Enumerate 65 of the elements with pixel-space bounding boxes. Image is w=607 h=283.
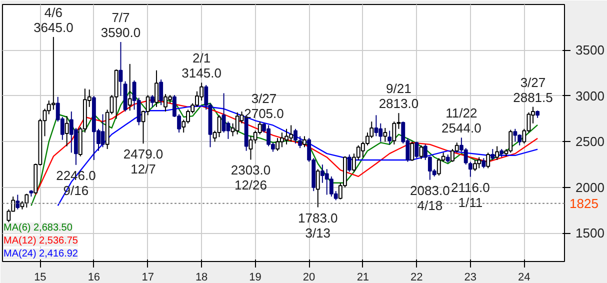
candlestick (410, 141, 414, 162)
candlestick (383, 127, 388, 142)
candlestick (24, 193, 29, 208)
y-tick-label: 1500 (576, 226, 604, 241)
candlestick (473, 159, 477, 172)
candlestick (298, 136, 302, 149)
text: MA(6) 2,683.50 (4, 222, 73, 234)
annotation: 2116.0 1/11 (451, 180, 490, 210)
annotation: 2479.0 12/7 (123, 146, 164, 177)
x-tick-label: 19 (249, 272, 262, 283)
text: MA(24) 2,416.92 (4, 248, 78, 260)
candlestick (414, 141, 419, 159)
y-tick-label: 3500 (576, 42, 604, 58)
candlestick (302, 136, 306, 148)
annotation: 9/21 2813.0 (378, 81, 419, 112)
annotation: 4/6 3645.0 (34, 4, 74, 35)
candlestick (235, 112, 240, 135)
candlestick (276, 138, 280, 152)
x-tick-label: 22 (410, 272, 423, 283)
candlestick (16, 194, 20, 210)
y-tick-label: 2500 (576, 134, 604, 150)
candlestick (374, 114, 378, 137)
x-tick-label: 20 (302, 272, 316, 283)
candlestick (486, 152, 490, 169)
candlestick (150, 94, 154, 108)
annotation: 2/1 3145.0 (182, 50, 222, 81)
annotation: 2083.0 4/18 (410, 182, 450, 213)
x-tick-label: 21 (356, 272, 370, 283)
candlestick (316, 168, 320, 208)
candlestick (464, 148, 468, 166)
candlestick (118, 42, 123, 96)
y-tick-label: 2000 (576, 180, 604, 195)
ref-line-label: 1825 (570, 196, 598, 211)
candlestick (347, 154, 352, 172)
candlestick (513, 128, 518, 142)
annotation: 3/27 2881.5 (513, 74, 553, 105)
annotation: 11/22 2544.0 (442, 106, 482, 136)
candlestick (154, 70, 158, 108)
candlestick (64, 116, 69, 147)
x-tick-label: 23 (464, 272, 477, 283)
x-tick-label: 24 (518, 272, 530, 283)
annotation: 7/7 3590.0 (100, 10, 141, 40)
x-tick-label: 17 (142, 272, 154, 283)
text: MA(12) 2,536.75 (4, 236, 78, 246)
x-tick-label: 16 (88, 272, 100, 283)
candlestick (100, 114, 105, 148)
y-tick-label: 3000 (576, 88, 604, 104)
annotation: 1783.0 3/13 (298, 210, 338, 240)
annotation: 3/27 2705.0 (244, 90, 284, 121)
candlestick (477, 156, 482, 169)
annotation: 2303.0 12/26 (230, 162, 271, 193)
candlestick (490, 148, 495, 160)
candlestick (495, 146, 500, 160)
candlestick (51, 36, 56, 110)
candlestick (217, 114, 222, 138)
candlestick (482, 158, 486, 169)
candlestick (419, 144, 424, 160)
candlestick (392, 121, 396, 145)
candlestick (468, 161, 472, 178)
x-tick-label: 15 (34, 272, 46, 283)
x-tick-label: 18 (195, 272, 208, 283)
candlestick (159, 78, 164, 106)
candlestick (388, 130, 392, 145)
candlestick (294, 128, 298, 144)
candlestick (128, 63, 132, 112)
